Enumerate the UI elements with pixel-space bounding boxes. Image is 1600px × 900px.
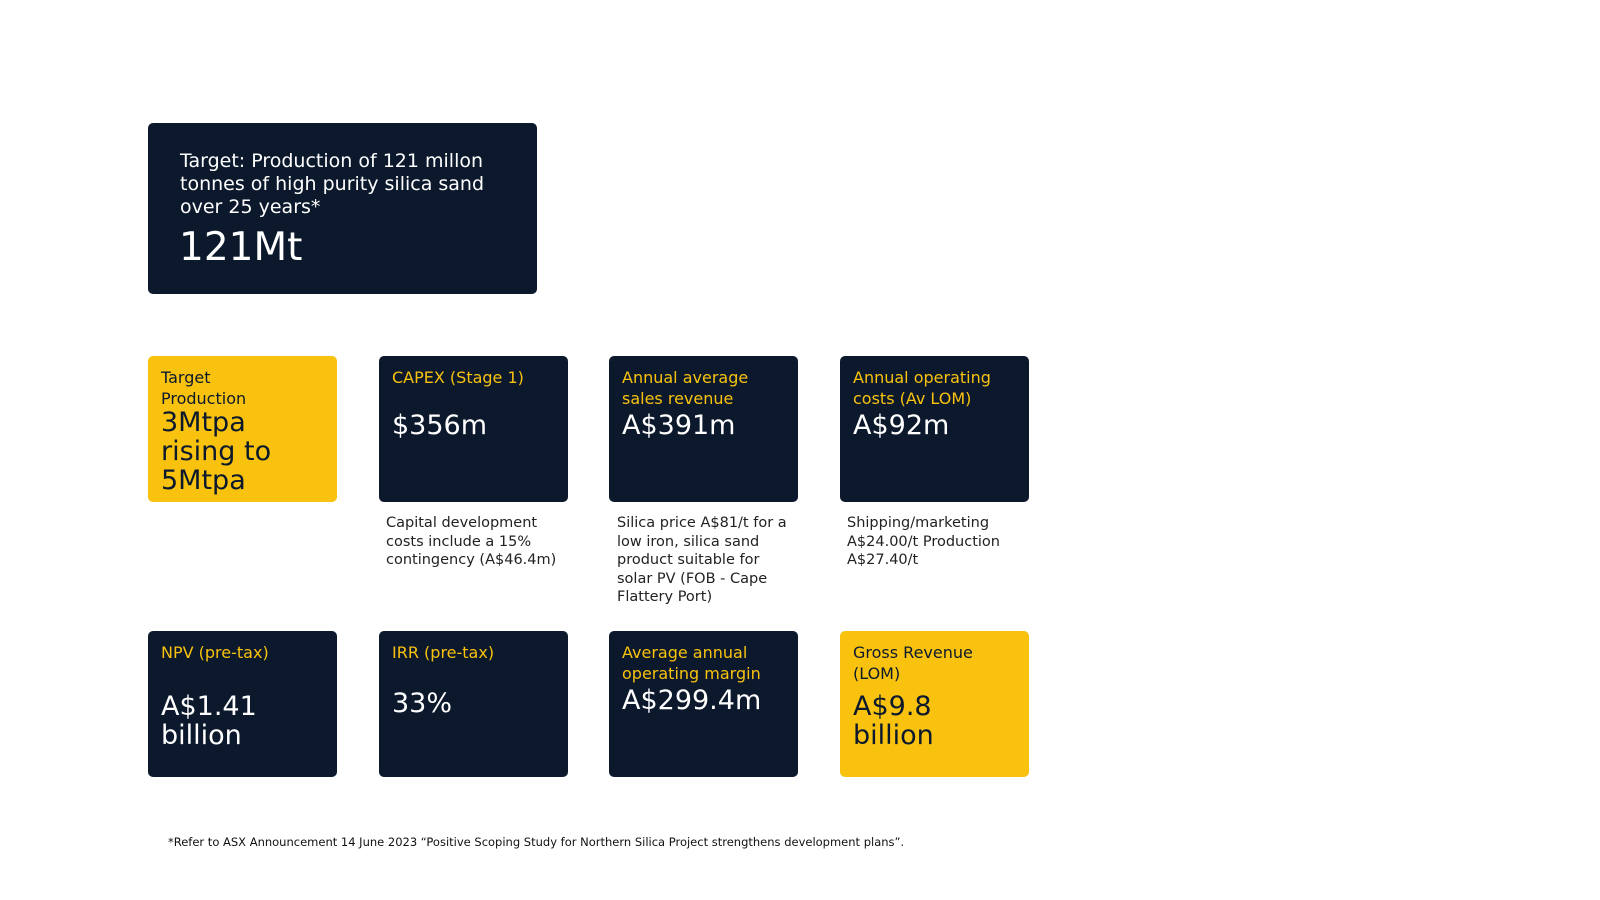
npv-label: NPV (pre-tax) — [161, 643, 269, 662]
operating-costs-value: A$92m — [853, 410, 950, 441]
gross-revenue-card: Gross Revenue (LOM) A$9.8 billion — [840, 631, 1029, 777]
irr-label: IRR (pre-tax) — [392, 643, 495, 662]
operating-margin-card: Average annual operating margin A$299.4m — [609, 631, 798, 777]
gross-revenue-label: Gross Revenue (LOM) — [853, 643, 973, 683]
operating-costs-label: Annual operating costs (Av LOM) — [853, 368, 991, 408]
hero-card: Target: Production of 121 millon tonnes … — [148, 123, 537, 294]
target-production-label: Target Production — [161, 368, 247, 408]
capex-note: Capital development costs include a 15% … — [386, 515, 557, 568]
capex-value: $356m — [392, 410, 488, 441]
hero-value: 121Mt — [179, 225, 303, 270]
target-production-value: 3Mtpa rising to 5Mtpa — [161, 407, 272, 496]
sales-revenue-value: A$391m — [622, 410, 736, 441]
irr-value: 33% — [392, 688, 453, 719]
sales-revenue-label: Annual average sales revenue — [622, 368, 749, 408]
operating-margin-label: Average annual operating margin — [622, 643, 761, 683]
target-production-card: Target Production 3Mtpa rising to 5Mtpa — [148, 356, 337, 502]
capex-card: CAPEX (Stage 1) $356m — [379, 356, 568, 502]
gross-revenue-value: A$9.8 billion — [853, 691, 934, 751]
sales-revenue-note: Silica price A$81/t for a low iron, sili… — [617, 515, 787, 605]
capex-label: CAPEX (Stage 1) — [392, 368, 524, 387]
hero-label: Target: Production of 121 millon tonnes … — [180, 150, 485, 218]
operating-margin-value: A$299.4m — [622, 685, 762, 716]
operating-costs-note: Shipping/marketing A$24.00/t Production … — [847, 515, 1000, 568]
operating-costs-card: Annual operating costs (Av LOM) A$92m — [840, 356, 1029, 502]
footnote: *Refer to ASX Announcement 14 June 2023 … — [168, 835, 905, 849]
npv-value: A$1.41 billion — [161, 691, 257, 751]
sales-revenue-card: Annual average sales revenue A$391m — [609, 356, 798, 502]
npv-card: NPV (pre-tax) A$1.41 billion — [148, 631, 337, 777]
irr-card: IRR (pre-tax) 33% — [379, 631, 568, 777]
